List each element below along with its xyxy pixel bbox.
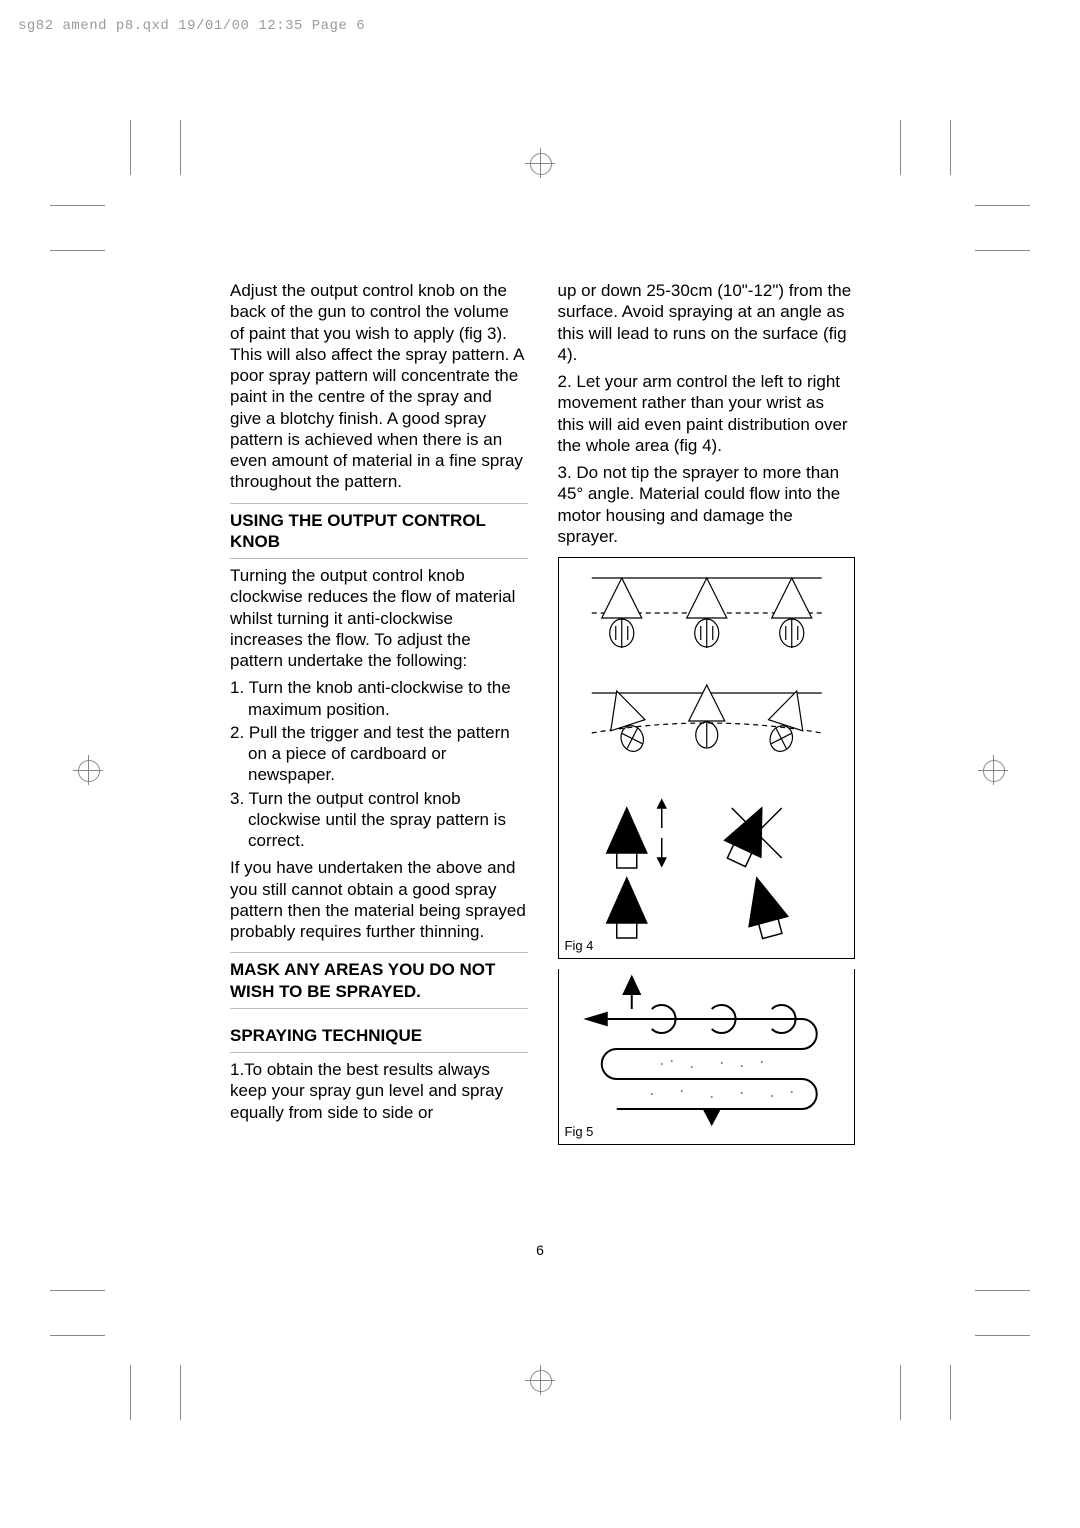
figure-4-svg [559,558,855,958]
column-right: up or down 25-30cm (10"-12") from the su… [558,280,856,1145]
slug-line: sg82 amend p8.qxd 19/01/00 12:35 Page 6 [18,18,365,34]
figure-5-label: Fig 5 [565,1124,594,1140]
reg-mark-right [978,755,1008,785]
body-text: Turning the output control knob clockwis… [230,565,528,671]
body-text: up or down 25-30cm (10"-12") from the su… [558,280,856,365]
reg-mark-left [73,755,103,785]
body-text: 1.To obtain the best results always keep… [230,1059,528,1123]
list-item: 3. Turn the output control knob clockwis… [230,788,528,852]
body-text: Adjust the output control knob on the ba… [230,280,528,493]
list-item: 1. Turn the knob anti-clockwise to the m… [230,677,528,720]
numbered-list: 1. Turn the knob anti-clockwise to the m… [230,677,528,851]
page-number: 6 [0,1242,1080,1258]
body-text: 3. Do not tip the sprayer to more than 4… [558,462,856,547]
heading-spraying-technique: SPRAYING TECHNIQUE [230,1019,528,1053]
figure-5-svg [559,969,855,1144]
column-left: Adjust the output control knob on the ba… [230,280,528,1145]
figure-4: Fig 4 [558,557,856,959]
figure-5: Fig 5 [558,969,856,1145]
body-text: If you have undertaken the above and you… [230,857,528,942]
heading-mask-areas: MASK ANY AREAS YOU DO NOT WISH TO BE SPR… [230,952,528,1009]
heading-output-control: USING THE OUTPUT CONTROL KNOB [230,503,528,560]
body-text: 2. Let your arm control the left to righ… [558,371,856,456]
reg-mark-bottom [525,1365,555,1395]
list-item: 2. Pull the trigger and test the pattern… [230,722,528,786]
figure-4-label: Fig 4 [565,938,594,954]
reg-mark-top [525,148,555,178]
content-area: Adjust the output control knob on the ba… [230,280,855,1145]
